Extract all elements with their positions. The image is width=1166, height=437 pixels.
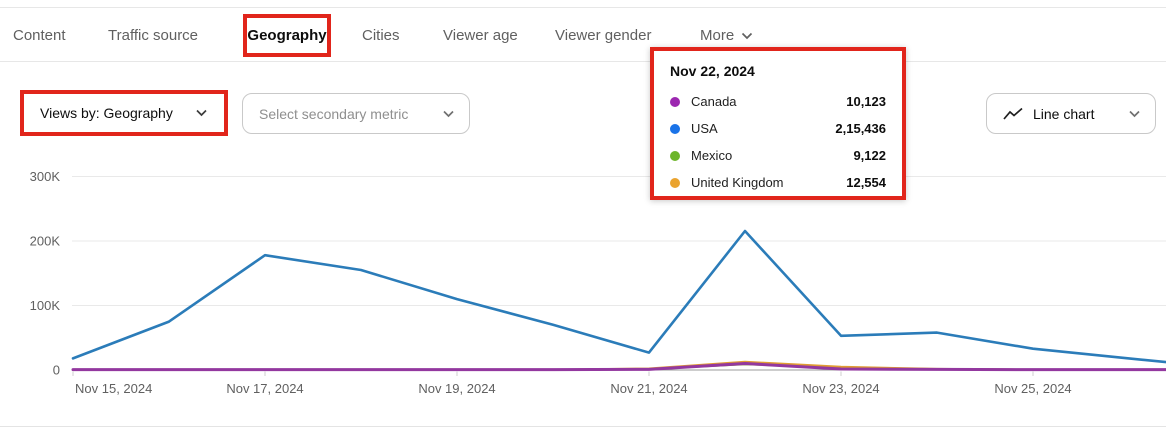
tab-more[interactable]: More bbox=[700, 27, 753, 44]
usa-series-dot-icon bbox=[670, 123, 680, 134]
annotation-box-geography-tab: Geography bbox=[243, 14, 331, 57]
tab-traffic-source[interactable]: Traffic source bbox=[108, 27, 199, 44]
tooltip-row-canada: Canada 10,123 bbox=[670, 88, 886, 115]
tooltip-row-united-kingdom: United Kingdom 12,554 bbox=[670, 169, 886, 196]
tooltip-row-usa: USA 2,15,436 bbox=[670, 115, 886, 142]
x-axis-label: Nov 25, 2024 bbox=[994, 381, 1071, 396]
views-by-dropdown[interactable]: Views by: Geography bbox=[40, 105, 208, 121]
tab-cities[interactable]: Cities bbox=[362, 27, 400, 44]
tooltip-row-mexico: Mexico 9,122 bbox=[670, 142, 886, 169]
chevron-down-icon bbox=[742, 32, 753, 39]
line-chart[interactable]: 0 100K 200K 300K Nov 15, 2024 Nov 17, 2024 Nov… bbox=[0, 150, 1166, 410]
x-axis-label: Nov 21, 2024 bbox=[610, 381, 687, 396]
y-axis-label: 300K bbox=[30, 169, 61, 184]
bottom-divider bbox=[0, 426, 1166, 427]
chevron-down-icon bbox=[196, 109, 207, 117]
chart-type-dropdown[interactable]: Line chart bbox=[986, 93, 1156, 134]
tab-viewer-age[interactable]: Viewer age bbox=[443, 27, 518, 44]
series-line-canada bbox=[71, 362, 1166, 372]
chart-tooltip: Nov 22, 2024 Canada 10,123 USA 2,15,436 … bbox=[650, 47, 906, 200]
united-kingdom-series-dot-icon bbox=[670, 177, 680, 188]
tooltip-date: Nov 22, 2024 bbox=[670, 63, 755, 79]
chevron-down-icon bbox=[1129, 110, 1140, 117]
tab-viewer-gender[interactable]: Viewer gender bbox=[555, 27, 652, 44]
tab-content[interactable]: Content bbox=[13, 27, 66, 44]
secondary-metric-dropdown[interactable]: Select secondary metric bbox=[242, 93, 470, 134]
y-axis-label: 100K bbox=[30, 298, 61, 313]
tab-geography[interactable]: Geography bbox=[247, 27, 327, 44]
canada-series-dot-icon bbox=[670, 96, 680, 107]
x-axis-label: Nov 23, 2024 bbox=[802, 381, 879, 396]
tab-bar-divider bbox=[0, 61, 1166, 62]
top-divider bbox=[0, 7, 1166, 8]
x-axis-label: Nov 15, 2024 bbox=[75, 381, 152, 396]
views-by-label: Views by: Geography bbox=[40, 105, 173, 121]
y-axis-label: 0 bbox=[53, 363, 60, 378]
mexico-series-dot-icon bbox=[670, 150, 680, 161]
series-line-usa bbox=[71, 229, 1166, 364]
line-chart-icon bbox=[1003, 107, 1023, 120]
chart-type-label: Line chart bbox=[1033, 105, 1095, 122]
annotation-box-views-by: Views by: Geography bbox=[20, 90, 228, 136]
x-axis-label: Nov 19, 2024 bbox=[418, 381, 495, 396]
secondary-metric-placeholder: Select secondary metric bbox=[259, 105, 409, 122]
y-axis-label: 200K bbox=[30, 234, 61, 249]
chevron-down-icon bbox=[443, 110, 454, 117]
x-axis-label: Nov 17, 2024 bbox=[226, 381, 303, 396]
